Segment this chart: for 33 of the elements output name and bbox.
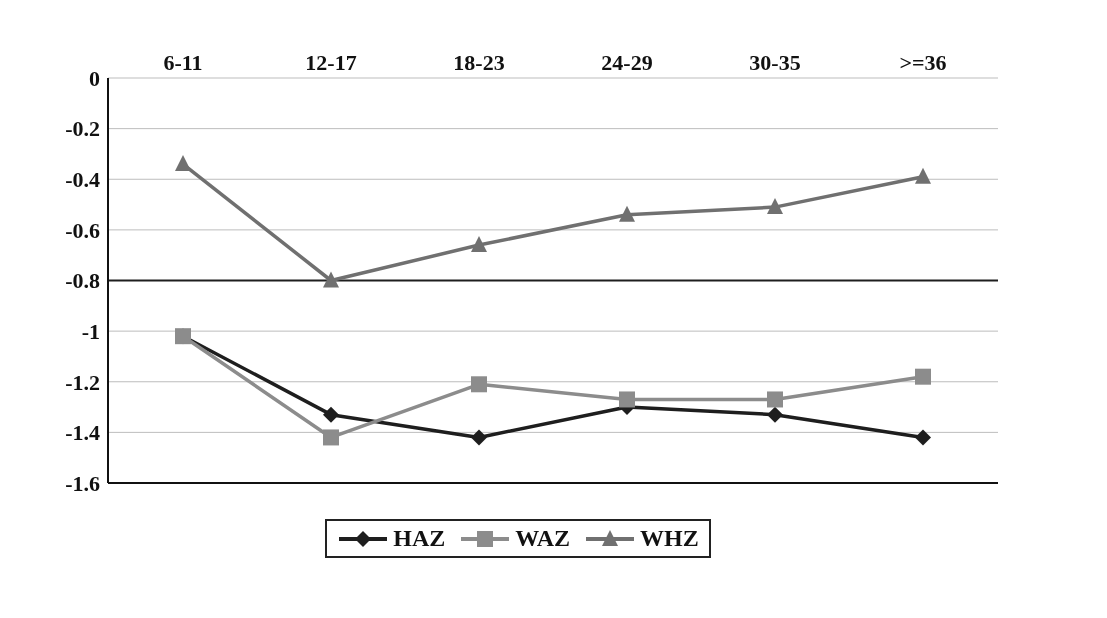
point: [619, 391, 635, 408]
point: [767, 198, 783, 215]
legend-label: WHZ: [640, 525, 699, 552]
y-tick-label: -0.2: [65, 116, 100, 142]
point: [915, 167, 931, 184]
point: [915, 368, 931, 385]
y-tick-label: -0.8: [65, 268, 100, 294]
x-tick-label: 12-17: [305, 50, 357, 75]
point: [471, 376, 487, 393]
point: [175, 155, 191, 172]
y-tick-label: -0.6: [65, 217, 100, 243]
y-tick-label: -1.4: [65, 420, 100, 446]
point: [323, 271, 339, 288]
point: [767, 391, 783, 408]
legend-label: HAZ: [393, 525, 446, 552]
point: [619, 205, 635, 222]
point: [471, 429, 487, 446]
y-tick-label: -1.6: [65, 470, 100, 496]
x-tick-label: 30-35: [749, 50, 801, 75]
y-tick-label: -0.4: [65, 167, 100, 193]
y-tick-label: -1: [81, 318, 100, 344]
y-tick-label: 0: [89, 65, 100, 91]
x-tick-label: 18-23: [453, 50, 505, 75]
y-tick-label: -1.2: [65, 369, 100, 395]
point: [323, 429, 339, 446]
x-tick-label: 24-29: [601, 50, 653, 75]
x-tick-label: 6-11: [163, 50, 203, 75]
point: [767, 406, 783, 423]
point: [915, 429, 931, 446]
point: [323, 406, 339, 423]
x-tick-label: >=36: [899, 50, 947, 75]
point: [471, 236, 487, 253]
legend-label: WAZ: [515, 525, 570, 552]
